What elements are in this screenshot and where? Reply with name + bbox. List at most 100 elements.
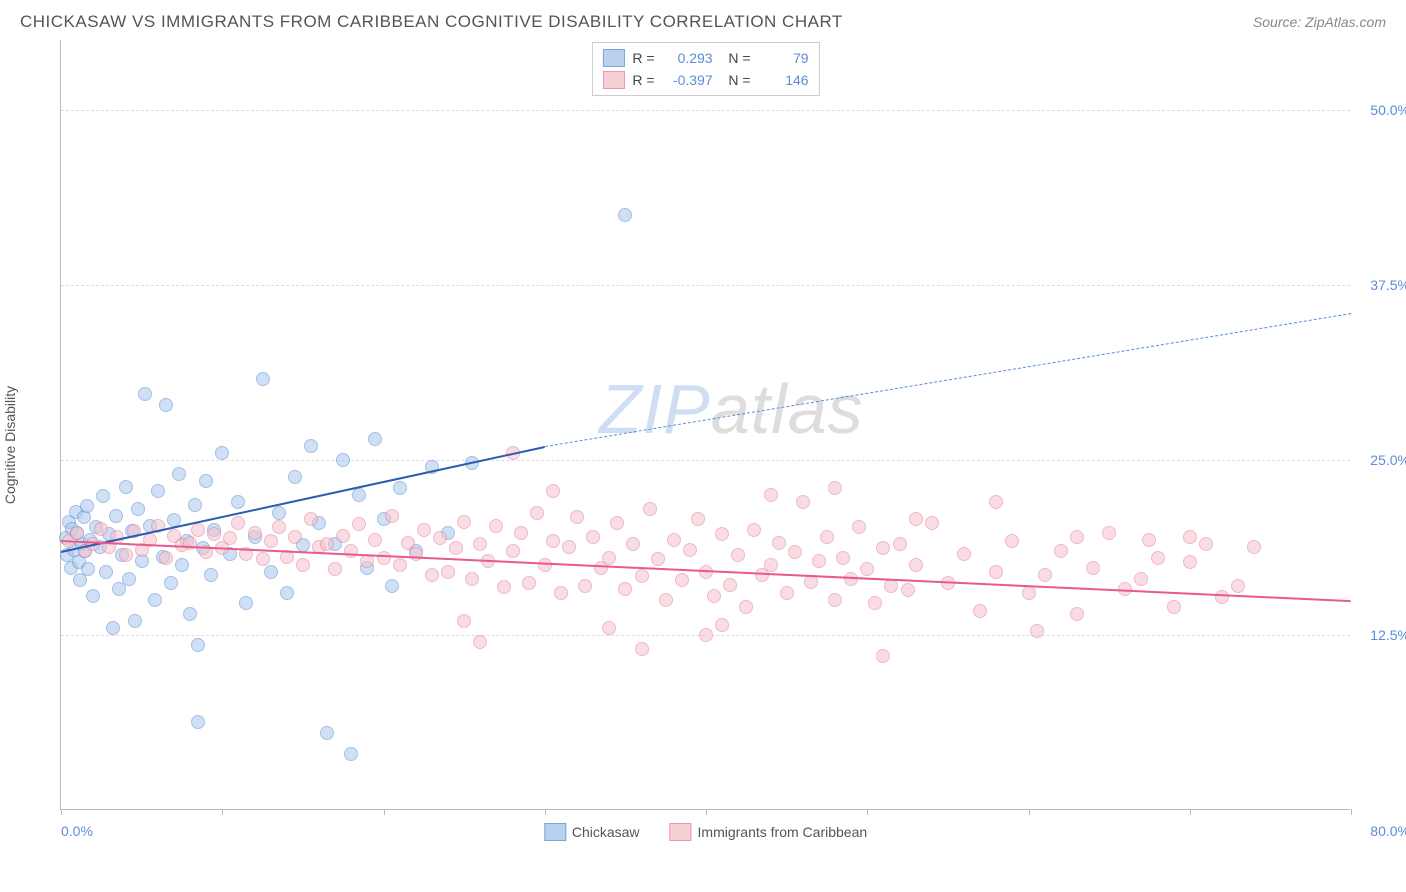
source-label: Source: ZipAtlas.com bbox=[1253, 14, 1386, 30]
data-point bbox=[675, 573, 689, 587]
x-tick bbox=[384, 809, 385, 815]
data-point bbox=[336, 453, 350, 467]
trend-line bbox=[61, 540, 1351, 602]
data-point bbox=[643, 502, 657, 516]
data-point bbox=[183, 607, 197, 621]
chart-header: CHICKASAW VS IMMIGRANTS FROM CARIBBEAN C… bbox=[0, 0, 1406, 40]
chart-title: CHICKASAW VS IMMIGRANTS FROM CARIBBEAN C… bbox=[20, 12, 843, 32]
data-point bbox=[328, 562, 342, 576]
data-point bbox=[546, 534, 560, 548]
data-point bbox=[796, 495, 810, 509]
data-point bbox=[868, 596, 882, 610]
data-point bbox=[514, 526, 528, 540]
data-point bbox=[231, 516, 245, 530]
data-point bbox=[239, 596, 253, 610]
data-point bbox=[715, 618, 729, 632]
data-point bbox=[635, 569, 649, 583]
data-point bbox=[393, 481, 407, 495]
data-point bbox=[207, 527, 221, 541]
data-point bbox=[522, 576, 536, 590]
data-point bbox=[538, 558, 552, 572]
data-point bbox=[1030, 624, 1044, 638]
data-point bbox=[1167, 600, 1181, 614]
legend-row: R =0.293 N =79 bbox=[602, 47, 808, 69]
y-axis-label: Cognitive Disability bbox=[2, 386, 18, 504]
data-point bbox=[723, 578, 737, 592]
data-point bbox=[159, 551, 173, 565]
data-point bbox=[973, 604, 987, 618]
data-point bbox=[159, 398, 173, 412]
data-point bbox=[164, 576, 178, 590]
data-point bbox=[506, 544, 520, 558]
data-point bbox=[280, 586, 294, 600]
data-point bbox=[138, 387, 152, 401]
series-legend: ChickasawImmigrants from Caribbean bbox=[544, 823, 867, 841]
data-point bbox=[473, 537, 487, 551]
data-point bbox=[683, 543, 697, 557]
x-tick bbox=[545, 809, 546, 815]
data-point bbox=[457, 515, 471, 529]
data-point bbox=[368, 533, 382, 547]
data-point bbox=[925, 516, 939, 530]
y-tick-label: 12.5% bbox=[1355, 627, 1406, 643]
data-point bbox=[191, 715, 205, 729]
x-tick bbox=[61, 809, 62, 815]
data-point bbox=[852, 520, 866, 534]
data-point bbox=[385, 509, 399, 523]
data-point bbox=[602, 621, 616, 635]
data-point bbox=[457, 614, 471, 628]
data-point bbox=[497, 580, 511, 594]
data-point bbox=[304, 439, 318, 453]
data-point bbox=[86, 589, 100, 603]
data-point bbox=[764, 558, 778, 572]
data-point bbox=[747, 523, 761, 537]
data-point bbox=[204, 568, 218, 582]
data-point bbox=[989, 565, 1003, 579]
data-point bbox=[562, 540, 576, 554]
data-point bbox=[772, 536, 786, 550]
data-point bbox=[1247, 540, 1261, 554]
data-point bbox=[272, 506, 286, 520]
data-point bbox=[610, 516, 624, 530]
data-point bbox=[731, 548, 745, 562]
series-name: Immigrants from Caribbean bbox=[698, 824, 868, 840]
legend-r-value: -0.397 bbox=[663, 72, 713, 88]
legend-swatch bbox=[544, 823, 566, 841]
trend-line bbox=[61, 446, 545, 553]
data-point bbox=[626, 537, 640, 551]
data-point bbox=[119, 548, 133, 562]
data-point bbox=[1142, 533, 1156, 547]
data-point bbox=[80, 499, 94, 513]
data-point bbox=[1086, 561, 1100, 575]
data-point bbox=[1054, 544, 1068, 558]
y-tick-label: 25.0% bbox=[1355, 452, 1406, 468]
data-point bbox=[1070, 607, 1084, 621]
data-point bbox=[385, 579, 399, 593]
data-point bbox=[691, 512, 705, 526]
data-point bbox=[96, 489, 110, 503]
data-point bbox=[320, 537, 334, 551]
x-tick bbox=[222, 809, 223, 815]
data-point bbox=[876, 649, 890, 663]
data-point bbox=[172, 467, 186, 481]
y-tick-label: 50.0% bbox=[1355, 102, 1406, 118]
data-point bbox=[122, 572, 136, 586]
data-point bbox=[1183, 555, 1197, 569]
data-point bbox=[94, 522, 108, 536]
data-point bbox=[909, 558, 923, 572]
data-point bbox=[901, 583, 915, 597]
y-tick-label: 37.5% bbox=[1355, 277, 1406, 293]
data-point bbox=[699, 628, 713, 642]
trend-line-extrapolated bbox=[545, 313, 1351, 447]
data-point bbox=[659, 593, 673, 607]
data-point bbox=[344, 544, 358, 558]
legend-r-label: R = bbox=[632, 50, 654, 66]
x-tick bbox=[1190, 809, 1191, 815]
data-point bbox=[344, 747, 358, 761]
data-point bbox=[441, 565, 455, 579]
data-point bbox=[336, 529, 350, 543]
legend-row: R =-0.397 N =146 bbox=[602, 69, 808, 91]
data-point bbox=[320, 726, 334, 740]
data-point bbox=[715, 527, 729, 541]
data-point bbox=[191, 523, 205, 537]
